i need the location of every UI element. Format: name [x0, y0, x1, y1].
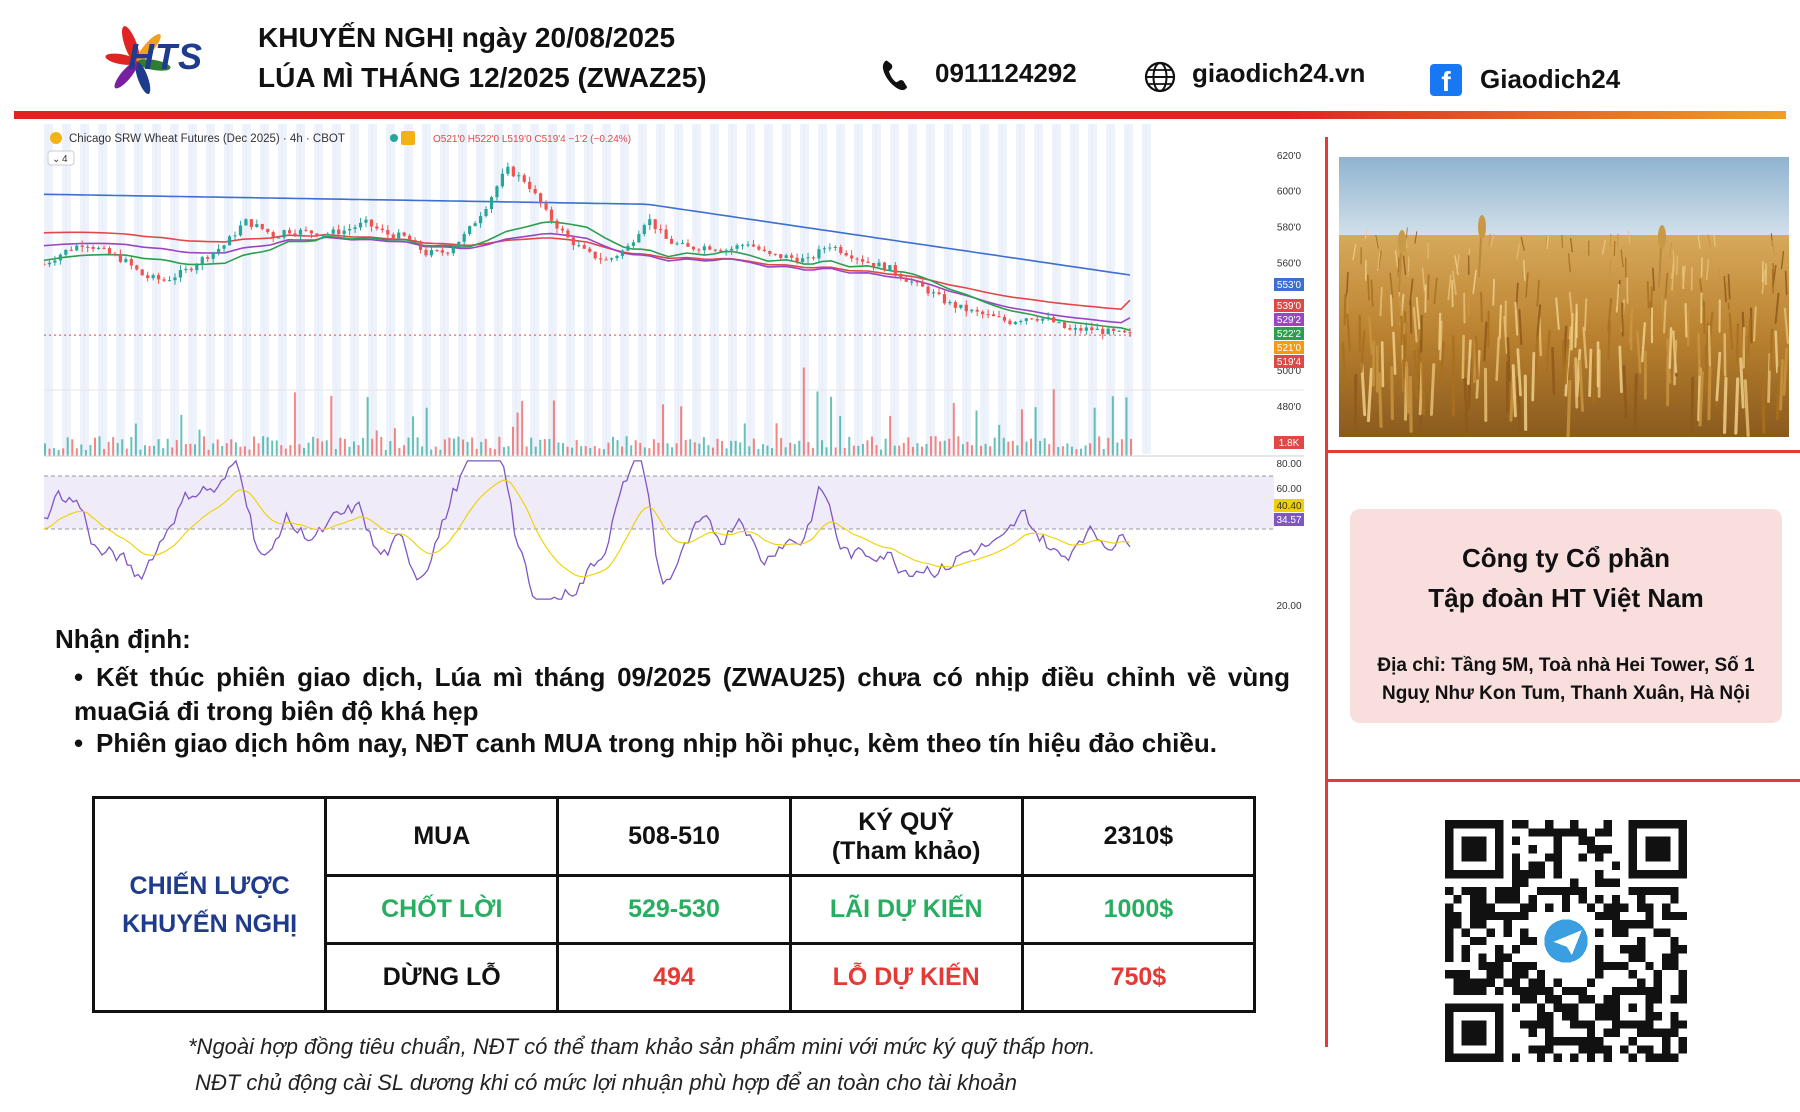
analysis-bullet: • Kết thúc phiên giao dịch, Lúa mì tháng …	[74, 660, 1290, 728]
page-title: KHUYẾN NGHỊ ngày 20/08/2025	[258, 22, 676, 53]
price-tick: 560'0	[1277, 258, 1302, 269]
wheat-field-image	[1339, 157, 1789, 437]
volume-bars	[44, 367, 1132, 456]
buy-action: MUA	[324, 796, 560, 877]
analysis-heading: Nhận định:	[55, 624, 191, 654]
footnote: *Ngoài hợp đồng tiêu chuẩn, NĐT có thể t…	[188, 1034, 1096, 1059]
section-divider	[1325, 779, 1800, 782]
hts-logo-icon	[105, 26, 171, 95]
take-profit-price: 529-530	[556, 874, 792, 945]
margin-amount: 2310$	[1020, 796, 1257, 877]
price-tick: 600'0	[1277, 187, 1302, 198]
ma-price-badge	[1274, 355, 1304, 368]
wheat-symbol-icon	[50, 132, 62, 144]
ma-price-label: 553'0	[1277, 280, 1302, 291]
price-tick: 620'0	[1277, 151, 1302, 162]
expected-profit-label: LÃI DỰ KIẾN	[788, 874, 1024, 945]
logo-text: HTS	[128, 36, 203, 77]
rsi-band	[44, 476, 1274, 529]
rsi-tick: 60.00	[1276, 484, 1301, 495]
buy-price: 508-510	[556, 796, 792, 877]
price-tick: 480'0	[1277, 402, 1302, 413]
market-status-icon	[390, 134, 398, 142]
price-tick: 580'0	[1277, 223, 1302, 234]
indicator-count: 4	[62, 154, 68, 165]
analysis-bullet: • Phiên giao dịch hôm nay, NĐT canh MUA t…	[74, 726, 1290, 760]
indicator-toggle[interactable]	[47, 150, 75, 166]
phone-icon	[882, 60, 908, 91]
company-name: Công ty Cổ phần	[1462, 543, 1670, 573]
volume-value: 1.8K	[1279, 438, 1300, 449]
globe-icon	[1144, 61, 1176, 93]
facebook-icon[interactable]: f	[1430, 64, 1462, 96]
ma-price-label: 529'2	[1277, 315, 1302, 326]
facebook-link[interactable]: Giaodich24	[1480, 64, 1621, 94]
company-address: Nguỵ Như Kon Tum, Thanh Xuân, Hà Nội	[1381, 683, 1751, 704]
chart-title: Chicago SRW Wheat Futures (Dec 2025) · 4…	[69, 133, 345, 145]
footnote: NĐT chủ động cài SL dương khi có mức lợi…	[195, 1070, 1017, 1095]
ma-price-badge	[1274, 313, 1304, 326]
ma-price-label: 522'2	[1277, 329, 1302, 340]
take-profit-action: CHỐT LỜI	[324, 874, 560, 945]
expected-profit-amount: 1000$	[1020, 874, 1257, 945]
ma-price-badge	[1274, 341, 1304, 354]
margin-label-note: (Tham khảo)	[831, 836, 981, 865]
rsi-line	[44, 459, 1131, 600]
price-chart: Chicago SRW Wheat Futures (Dec 2025) · 4…	[44, 124, 1304, 612]
ma-price-badge	[1274, 299, 1304, 312]
price-tick: 500'0	[1277, 366, 1302, 377]
margin-label: KÝ QUỸ (Tham khảo)	[788, 796, 1024, 877]
bullet-marker: •	[74, 662, 84, 692]
rsi-value: 40.40	[1276, 501, 1301, 512]
expected-loss-amount: 750$	[1020, 942, 1257, 1013]
strategy-table: CHIẾN LƯỢC KHUYẾN NGHỊ MUA 508-510 KÝ QU…	[91, 796, 1257, 1013]
column-divider	[1325, 137, 1328, 1047]
margin-label-line: KÝ QUỸ	[858, 807, 955, 836]
moving-average-lines	[44, 193, 1131, 332]
rsi-ma-badge	[1274, 513, 1304, 526]
ma-price-badge	[1274, 278, 1304, 291]
section-divider	[1325, 450, 1800, 453]
rsi-value-badge	[1274, 499, 1304, 512]
company-address: Địa chỉ: Tầng 5M, Toà nhà Hei Tower, Số …	[1377, 655, 1755, 676]
candles	[44, 162, 1132, 340]
company-info-card: Công ty Cổ phần Tập đoàn HT Việt Nam Địa…	[1350, 509, 1782, 723]
data-badge-icon	[401, 131, 415, 145]
rsi-tick: 80.00	[1276, 459, 1301, 470]
rsi-ma-value: 34.57	[1276, 515, 1301, 526]
expected-loss-label: LỖ DỰ KIẾN	[788, 942, 1024, 1013]
ma-price-label: 521'0	[1277, 343, 1302, 354]
price-axis: 620'0 600'0 580'0 560'0 500'0 480'0	[1277, 151, 1302, 413]
chart-background	[44, 124, 1151, 454]
rsi-tick: 20.00	[1276, 601, 1301, 612]
strategy-caption: CHIẾN LƯỢC KHUYẾN NGHỊ	[91, 796, 328, 1013]
indicator-count-chevron-icon: ⌄	[52, 154, 60, 165]
stop-loss-action: DỪNG LỖ	[324, 942, 560, 1013]
ma-price-label: 519'4	[1277, 357, 1302, 368]
phone-number[interactable]: 0911124292	[935, 58, 1077, 88]
qr-code[interactable]	[1445, 820, 1687, 1062]
analysis-bullet-text: Phiên giao dịch hôm nay, NĐT canh MUA tr…	[96, 728, 1217, 758]
ma-price-badge	[1274, 327, 1304, 340]
volume-label: 1.8K	[1274, 436, 1304, 449]
bullet-marker: •	[74, 728, 84, 758]
ohlc-readout: O521'0 H522'0 L519'0 C519'4 −1'2 (−0.24%…	[433, 134, 631, 145]
company-name: Tập đoàn HT Việt Nam	[1428, 583, 1704, 613]
stop-loss-price: 494	[556, 942, 792, 1013]
rsi-ma-line	[44, 479, 1131, 578]
strategy-caption-line: CHIẾN LƯỢC	[129, 871, 290, 900]
website-link[interactable]: giaodich24.vn	[1192, 58, 1366, 88]
header-divider	[14, 111, 1786, 119]
ma-price-label: 539'0	[1277, 301, 1302, 312]
page-subtitle: LÚA MÌ THÁNG 12/2025 (ZWAZ25)	[258, 62, 707, 93]
ma-price-labels: 553'0 539'0 529'2 522'2 521'0 519'4	[1274, 278, 1304, 368]
strategy-caption-line: KHUYẾN NGHỊ	[122, 909, 298, 938]
analysis-bullet-text: Kết thúc phiên giao dịch, Lúa mì tháng 0…	[74, 662, 1290, 726]
